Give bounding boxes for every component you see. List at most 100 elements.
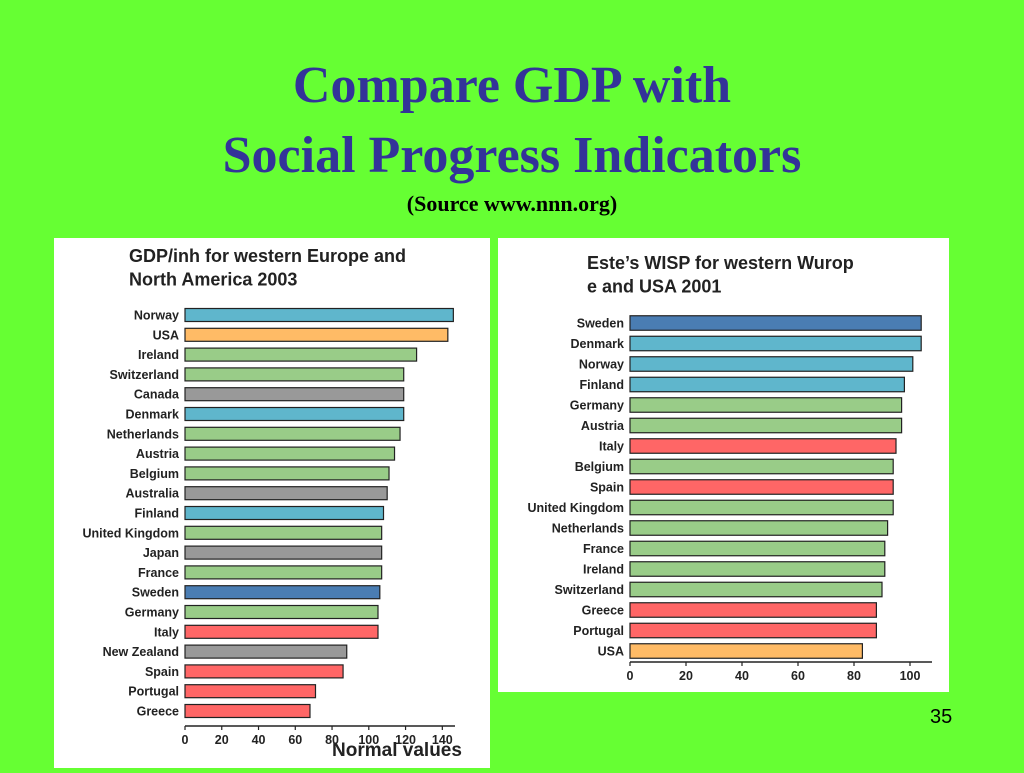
gdp-bar-greece — [184, 703, 311, 719]
gdp-category-label-ireland: Ireland — [138, 348, 179, 362]
gdp-category-label-germany: Germany — [125, 606, 179, 620]
wisp-category-label-usa: USA — [598, 645, 624, 659]
gdp-bar-ireland — [184, 347, 418, 362]
gdp-category-label-australia: Australia — [126, 487, 181, 501]
gdp-tick-label-20: 20 — [215, 733, 229, 747]
gdp-tick-label-120: 120 — [395, 733, 416, 747]
wisp-bar-belgium — [629, 458, 894, 475]
slide-title-line-2: Social Progress Indicators — [222, 127, 802, 184]
wisp-tick-label-60: 60 — [791, 669, 805, 683]
wisp-category-label-ireland: Ireland — [583, 563, 624, 577]
gdp-bar-new-zealand — [184, 644, 348, 659]
gdp-category-label-greece: Greece — [137, 705, 179, 719]
wisp-chart: Este’s WISP for western Wurop e and USA 2… — [527, 253, 932, 683]
gdp-tick-label-40: 40 — [252, 733, 266, 747]
gdp-bar-usa — [184, 327, 449, 342]
slide-title-line-1: Compare GDP with — [292, 57, 732, 114]
wisp-category-label-austria: Austria — [581, 419, 625, 433]
wisp-category-label-belgium: Belgium — [575, 460, 624, 474]
wisp-category-label-denmark: Denmark — [571, 337, 625, 351]
wisp-bar-france — [629, 540, 886, 557]
gdp-bar-netherlands — [184, 426, 401, 441]
wisp-bar-netherlands — [629, 520, 889, 536]
gdp-bar-finland — [184, 505, 385, 521]
wisp-category-label-netherlands: Netherlands — [552, 522, 624, 536]
wisp-bar-germany — [629, 397, 903, 413]
gdp-tick-label-100: 100 — [358, 733, 379, 747]
gdp-bar-canada — [184, 387, 405, 402]
wisp-category-label-germany: Germany — [570, 399, 624, 413]
gdp-title-line-2: North America 2003 — [129, 269, 297, 289]
wisp-title-line-1: Este’s WISP for western Wurop — [587, 253, 854, 273]
gdp-tick-label-80: 80 — [325, 733, 339, 747]
wisp-tick-label-40: 40 — [735, 669, 749, 683]
gdp-bar-norway — [184, 307, 454, 323]
wisp-bar-spain — [629, 479, 894, 495]
wisp-category-label-italy: Italy — [599, 440, 624, 454]
wisp-chart-panel: Este’s WISP for western Wurop e and USA 2… — [498, 238, 949, 692]
gdp-bar-austria — [184, 446, 396, 461]
wisp-category-label-united-kingdom: United Kingdom — [527, 501, 624, 515]
wisp-tick-label-100: 100 — [900, 669, 921, 683]
wisp-category-label-spain: Spain — [590, 481, 624, 495]
wisp-bar-austria — [629, 417, 903, 434]
gdp-bar-sweden — [184, 585, 381, 600]
gdp-chart-panel: GDP/inh for western Europe and North Amer… — [54, 238, 490, 768]
gdp-bar-spain — [184, 664, 344, 679]
gdp-tick-label-140: 140 — [432, 733, 453, 747]
gdp-bar-switzerland — [184, 367, 405, 382]
wisp-category-label-sweden: Sweden — [577, 317, 624, 331]
gdp-category-label-italy: Italy — [154, 625, 179, 639]
wisp-category-label-switzerland: Switzerland — [555, 583, 624, 597]
wisp-tick-label-0: 0 — [627, 669, 634, 683]
wisp-bar-ireland — [629, 561, 886, 577]
wisp-category-label-norway: Norway — [579, 358, 624, 372]
gdp-bar-france — [184, 565, 383, 580]
gdp-bar-australia — [184, 486, 388, 501]
gdp-chart: GDP/inh for western Europe and North Amer… — [82, 246, 461, 761]
wisp-bar-usa — [629, 643, 863, 659]
gdp-tick-label-60: 60 — [288, 733, 302, 747]
gdp-category-label-united-kingdom: United Kingdom — [82, 526, 179, 540]
gdp-category-label-sweden: Sweden — [132, 586, 179, 600]
wisp-bar-norway — [629, 356, 914, 372]
gdp-category-label-japan: Japan — [143, 546, 179, 560]
wisp-bar-portugal — [629, 622, 877, 639]
wisp-bar-finland — [629, 376, 905, 393]
gdp-bar-japan — [184, 545, 383, 560]
gdp-bar-denmark — [184, 406, 405, 422]
slide-source: (Source www.nnn.org) — [406, 191, 618, 216]
gdp-bar-belgium — [184, 466, 390, 481]
gdp-tick-label-0: 0 — [182, 733, 189, 747]
gdp-category-label-portugal: Portugal — [128, 685, 179, 699]
gdp-category-label-finland: Finland — [135, 507, 179, 521]
gdp-category-label-norway: Norway — [134, 309, 179, 323]
gdp-bar-portugal — [184, 684, 317, 699]
wisp-category-label-finland: Finland — [580, 378, 624, 392]
wisp-category-label-france: France — [583, 542, 624, 556]
gdp-category-label-denmark: Denmark — [126, 408, 180, 422]
wisp-bar-switzerland — [629, 581, 883, 598]
gdp-category-label-usa: USA — [153, 328, 179, 342]
wisp-bar-sweden — [629, 315, 922, 331]
gdp-category-label-austria: Austria — [136, 447, 180, 461]
gdp-category-label-canada: Canada — [134, 388, 180, 402]
wisp-bar-united-kingdom — [629, 499, 894, 516]
wisp-title-line-2: e and USA 2001 — [587, 276, 721, 296]
gdp-bar-italy — [184, 624, 379, 639]
wisp-tick-label-20: 20 — [679, 669, 693, 683]
gdp-category-label-netherlands: Netherlands — [107, 427, 179, 441]
wisp-category-label-portugal: Portugal — [573, 624, 624, 638]
gdp-category-label-belgium: Belgium — [130, 467, 179, 481]
slide-number: 35 — [930, 706, 953, 728]
gdp-category-label-switzerland: Switzerland — [110, 368, 179, 382]
gdp-category-label-france: France — [138, 566, 179, 580]
gdp-category-label-new-zealand: New Zealand — [103, 645, 179, 659]
wisp-bar-italy — [629, 438, 897, 454]
gdp-bar-germany — [184, 604, 379, 620]
gdp-bar-united-kingdom — [184, 525, 383, 540]
wisp-bar-denmark — [629, 335, 922, 352]
wisp-tick-label-80: 80 — [847, 669, 861, 683]
gdp-title-line-1: GDP/inh for western Europe and — [129, 246, 406, 266]
gdp-category-label-spain: Spain — [145, 665, 179, 679]
